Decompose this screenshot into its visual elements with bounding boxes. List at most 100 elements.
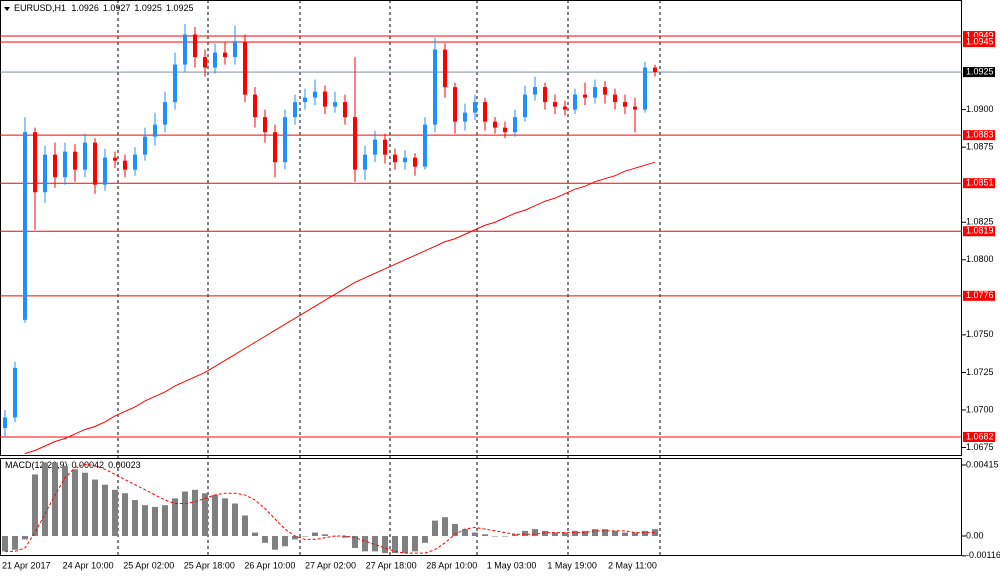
macd-bar <box>32 474 38 536</box>
macd-bar <box>482 534 488 536</box>
macd-bar <box>172 498 178 536</box>
macd-bar <box>612 530 618 536</box>
x-tick-label: 25 Apr 18:00 <box>184 560 235 570</box>
candle-body <box>493 121 497 128</box>
macd-bar <box>302 535 308 537</box>
macd-bar <box>282 535 288 547</box>
macd-bar <box>72 469 78 536</box>
x-tick-label: 21 Apr 2017 <box>2 560 51 570</box>
level-label: 1.0682 <box>966 431 994 441</box>
macd-bar <box>202 493 208 536</box>
candle-body <box>13 367 17 418</box>
macd-bar <box>582 530 588 536</box>
candle-body <box>453 87 457 122</box>
macd-bar <box>542 530 548 536</box>
macd-bar <box>152 506 158 536</box>
macd-bar <box>552 532 558 536</box>
macd-bar <box>322 534 328 536</box>
level-label: 1.0851 <box>966 178 994 188</box>
macd-bar <box>382 535 388 554</box>
y-tick-label: 1.0875 <box>966 142 994 152</box>
candle-body <box>623 102 627 107</box>
macd-bar <box>652 529 658 536</box>
macd-bar <box>92 479 98 536</box>
candle-body <box>83 142 87 170</box>
candle-body <box>303 97 307 103</box>
candle-body <box>603 87 607 95</box>
candle-body <box>553 102 557 107</box>
header-high: 1.0927 <box>103 3 131 13</box>
x-tick-label: 25 Apr 02:00 <box>123 560 174 570</box>
y-tick-label: 1.0800 <box>966 254 994 264</box>
macd-bar <box>122 493 128 536</box>
candle-body <box>363 154 367 170</box>
candle-body <box>593 87 597 98</box>
y-tick-label: 1.0675 <box>966 442 994 452</box>
macd-bar <box>592 529 598 536</box>
candle-body <box>473 102 477 113</box>
candle-body <box>313 91 317 98</box>
macd-bar <box>52 462 58 536</box>
candle-body <box>653 67 657 73</box>
macd-bar <box>102 484 108 536</box>
macd-bar <box>272 535 278 550</box>
x-tick-label: 1 May 03:00 <box>487 560 537 570</box>
macd-signal-line <box>5 463 655 554</box>
level-label-box <box>963 31 995 42</box>
macd-bar <box>112 489 118 536</box>
candle-body <box>613 94 617 103</box>
candle-body <box>393 154 397 163</box>
candle-body <box>643 67 647 110</box>
macd-readout: 0.00023 <box>108 460 141 470</box>
macd-y-tick-label: 0.00415 <box>966 459 999 469</box>
macd-bar <box>422 535 428 543</box>
y-tick-label: 1.0700 <box>966 404 994 414</box>
macd-bar <box>212 494 218 536</box>
candle-body <box>523 94 527 118</box>
macd-bar <box>262 535 268 543</box>
level-label: 1.0949 <box>966 30 994 40</box>
candle-body <box>223 52 227 58</box>
chart-title: EURUSD,H1 <box>14 3 66 13</box>
candle-body <box>403 157 407 163</box>
x-tick-label: 28 Apr 10:00 <box>426 560 477 570</box>
candle-body <box>283 117 287 163</box>
candle-body <box>203 57 207 68</box>
last-price-label: 1.0925 <box>966 66 994 76</box>
y-tick-label: 1.0725 <box>966 367 994 377</box>
macd-readout: 0.00042 <box>72 460 105 470</box>
x-tick-label: 27 Apr 02:00 <box>305 560 356 570</box>
candle-body <box>383 139 387 155</box>
last-price-box <box>963 67 995 78</box>
candle-body <box>533 87 537 95</box>
macd-title: MACD(12,26,9) <box>5 460 68 470</box>
macd-bar <box>412 535 418 552</box>
macd-header: MACD(12,26,9) 0.00042 0.00023 <box>5 460 141 470</box>
menu-icon[interactable] <box>4 7 10 11</box>
candle-body <box>213 52 217 68</box>
candle-body <box>133 154 137 170</box>
level-label: 1.0883 <box>966 130 994 140</box>
level-label: 1.0819 <box>966 226 994 236</box>
candle-body <box>633 106 637 110</box>
candle-body <box>183 34 187 65</box>
candle-body <box>583 94 587 98</box>
candle-body <box>563 106 567 110</box>
candle-body <box>413 157 417 167</box>
macd-bar <box>192 489 198 536</box>
level-label-box <box>963 37 995 48</box>
candle-body <box>93 142 97 185</box>
macd-bar <box>82 472 88 536</box>
macd-bar <box>402 535 408 554</box>
macd-bar <box>392 535 398 554</box>
candle-body <box>373 139 377 155</box>
candle-body <box>483 102 487 122</box>
macd-bar <box>42 462 48 536</box>
candle-body <box>333 102 337 107</box>
y-tick-label: 1.0900 <box>966 104 994 114</box>
x-tick-label: 26 Apr 10:00 <box>244 560 295 570</box>
level-label-box <box>963 226 995 237</box>
candle-body <box>293 102 297 118</box>
macd-bar <box>252 532 258 536</box>
